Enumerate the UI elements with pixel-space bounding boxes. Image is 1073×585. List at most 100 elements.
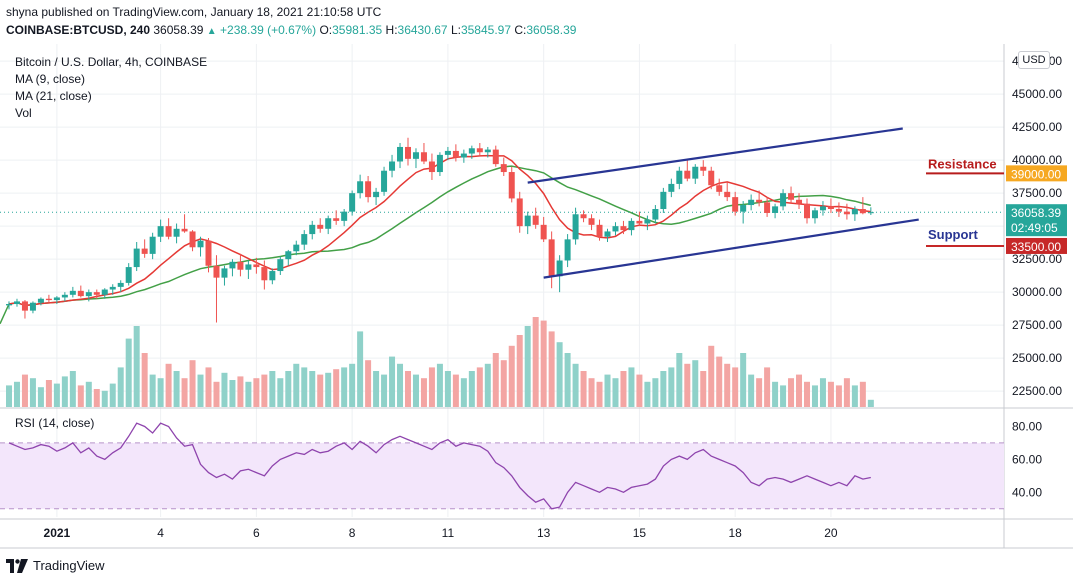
volume-bar <box>349 363 356 407</box>
volume-bar <box>412 374 419 407</box>
candle-body <box>428 161 435 173</box>
candle-body <box>620 226 627 231</box>
candle-body <box>604 231 611 237</box>
candle-body <box>596 224 603 237</box>
volume-bar <box>317 374 324 407</box>
candle-body <box>476 148 483 153</box>
volume-bar <box>13 381 20 407</box>
candle-body <box>827 206 834 209</box>
resistance-value-badge-text: 39000.00 <box>1011 167 1061 181</box>
candle-body <box>484 149 491 153</box>
volume-bar <box>253 378 260 407</box>
volume-bar <box>29 378 36 407</box>
candle-body <box>93 292 100 295</box>
volume-bar <box>468 371 475 407</box>
candle-body <box>109 286 116 290</box>
volume-bar <box>452 374 459 407</box>
candle-body <box>420 152 427 162</box>
time-tick-label: 11 <box>442 526 455 540</box>
support-label: Support <box>928 227 978 242</box>
candle-body <box>205 240 212 266</box>
volume-bar <box>636 374 643 407</box>
legend-ma21[interactable]: MA (21, close) <box>15 89 92 103</box>
volume-bar <box>851 385 858 407</box>
candle-body <box>77 290 84 297</box>
time-tick-label: 2021 <box>44 526 71 540</box>
volume-bar <box>628 367 635 407</box>
chart-title: Bitcoin / U.S. Dollar, 4h, COINBASE <box>15 55 208 69</box>
candle-body <box>708 170 715 186</box>
volume-bar <box>197 374 204 407</box>
tradingview-logo[interactable]: TradingView <box>6 558 105 573</box>
candle-body <box>819 206 826 211</box>
volume-bar <box>37 387 44 407</box>
volume-bar <box>229 380 236 407</box>
volume-bar <box>604 374 611 407</box>
candle-body <box>333 218 340 221</box>
volume-bar <box>724 363 731 407</box>
volume-bar <box>700 371 707 407</box>
volume-bar <box>325 372 332 407</box>
candle-body <box>245 264 252 270</box>
time-tick-label: 15 <box>633 526 647 540</box>
volume-bar <box>460 378 467 407</box>
volume-bar <box>85 381 92 407</box>
candle-body <box>285 251 292 260</box>
low-value: 35845.97 <box>460 23 512 37</box>
volume-bar <box>293 363 300 407</box>
volume-bar <box>796 374 803 407</box>
last-price-badge <box>1006 204 1067 237</box>
candle-body <box>397 146 404 162</box>
candle-body <box>684 170 691 179</box>
volume-bar <box>301 367 308 407</box>
channel-lower-line[interactable] <box>543 218 919 279</box>
candle-body <box>772 206 779 213</box>
volume-bar <box>117 367 124 407</box>
candle-body <box>293 244 300 252</box>
candle-body <box>859 209 866 214</box>
candle-body <box>724 191 731 198</box>
candle-body <box>301 234 308 245</box>
rsi-legend[interactable]: RSI (14, close) <box>15 416 95 430</box>
candle-body <box>843 211 850 215</box>
volume-bar <box>444 371 451 407</box>
candle-body <box>317 224 324 229</box>
volume-bar <box>181 378 188 407</box>
volume-bar <box>269 371 276 407</box>
price-tick-label: 22500.00 <box>1012 384 1062 398</box>
candle-body <box>373 191 380 198</box>
candle-body <box>237 261 244 270</box>
candle-body <box>548 239 555 277</box>
candle-body <box>540 224 547 240</box>
volume-bar <box>819 378 826 407</box>
support-value-badge <box>1006 237 1067 254</box>
volume-bar <box>540 320 547 407</box>
candle-body <box>500 164 507 173</box>
volume-bar <box>133 326 140 407</box>
candle-body <box>357 181 364 194</box>
volume-bar <box>692 360 699 407</box>
rsi-line <box>8 422 871 510</box>
volume-bar <box>357 331 364 407</box>
candle-body <box>261 267 268 281</box>
open-value: 35981.35 <box>332 23 383 37</box>
time-tick-label: 6 <box>253 526 260 540</box>
candle-body <box>29 302 36 311</box>
volume-bar <box>333 369 340 407</box>
volume-bar <box>309 371 316 407</box>
channel-upper-line[interactable] <box>527 127 903 184</box>
candle-body <box>85 292 92 297</box>
volume-bar <box>237 376 244 407</box>
legend-ma9[interactable]: MA (9, close) <box>15 72 86 86</box>
volume-bar <box>524 326 531 407</box>
currency-button[interactable]: USD <box>1018 51 1050 69</box>
legend-vol[interactable]: Vol <box>15 106 32 120</box>
candle-body <box>508 172 515 199</box>
candle-body <box>796 199 803 204</box>
volume-bar <box>556 342 563 407</box>
volume-bar <box>676 353 683 407</box>
volume-bar <box>772 381 779 407</box>
candle-body <box>636 220 643 224</box>
last-price-badge-text: 36058.39 <box>1011 206 1061 220</box>
